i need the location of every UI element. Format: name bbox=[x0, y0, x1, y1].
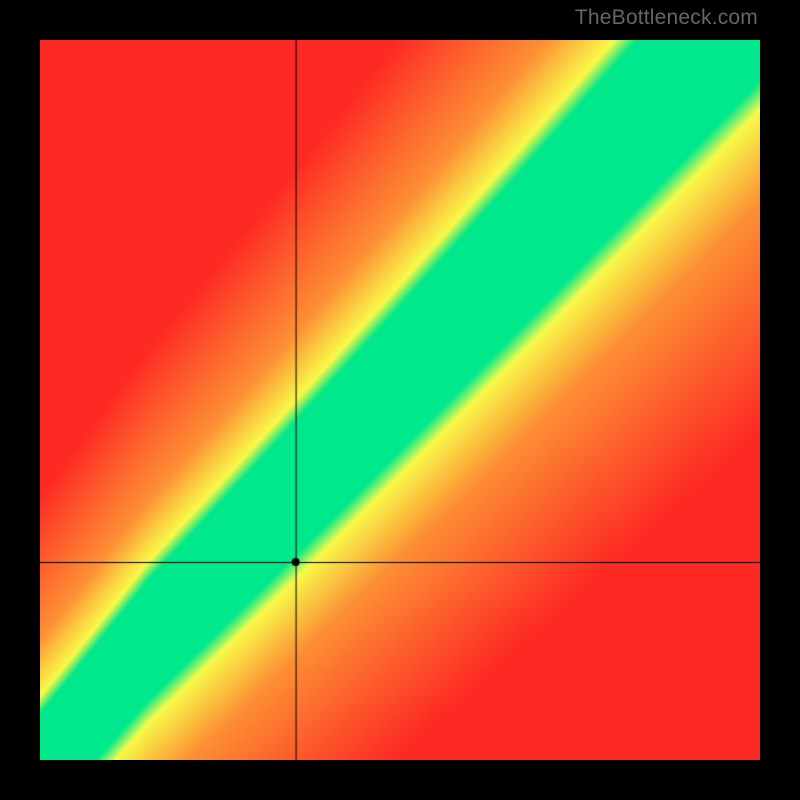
watermark-text: TheBottleneck.com bbox=[575, 6, 758, 30]
heatmap-chart bbox=[40, 40, 760, 760]
heatmap-canvas bbox=[40, 40, 760, 760]
